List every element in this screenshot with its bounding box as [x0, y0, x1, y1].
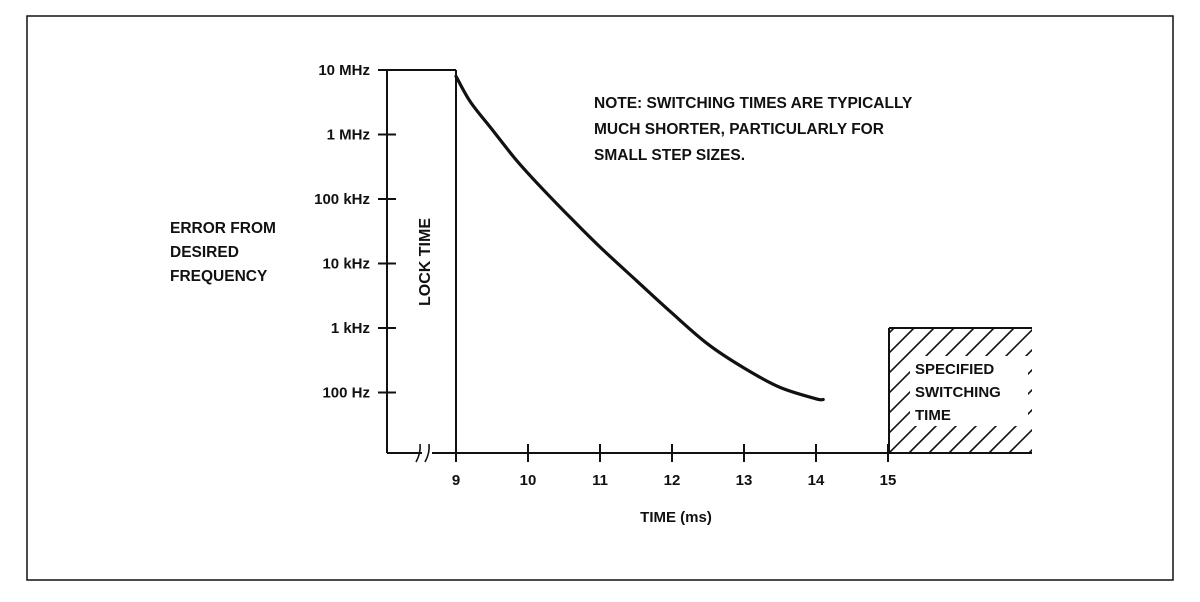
axis-break-mark: [415, 443, 430, 463]
x-axis-label: TIME (ms): [640, 509, 712, 526]
y-axis-label-line-3: FREQUENCY: [170, 268, 268, 285]
hatch-line: [968, 388, 1032, 453]
x-tick-label: 10: [520, 472, 537, 489]
y-tick-label: 10 kHz: [322, 256, 370, 273]
note-line-1: NOTE: SWITCHING TIMES ARE TYPICALLY: [594, 95, 913, 112]
specified-switching-time-region: SPECIFIED SWITCHING TIME: [749, 327, 1032, 453]
spec-label-background: [910, 356, 1028, 426]
x-tick-label: 14: [808, 472, 825, 489]
error-curve: [454, 74, 825, 402]
hatch-line: [889, 328, 915, 355]
hatch-line: [988, 408, 1032, 453]
note-line-2: MUCH SHORTER, PARTICULARLY FOR: [594, 121, 884, 138]
x-tick-label: 15: [880, 472, 897, 489]
y-tick-label: 10 MHz: [318, 62, 370, 79]
x-tick-label: 9: [452, 472, 460, 489]
note-line-3: SMALL STEP SIZES.: [594, 147, 745, 164]
y-tick-label: 100 Hz: [322, 385, 370, 402]
hatch-line: [1008, 428, 1032, 453]
y-tick-label: 1 kHz: [331, 320, 370, 337]
lock-time-label: LOCK TIME: [417, 218, 434, 306]
hatch-line: [889, 328, 955, 395]
x-tick-label: 12: [664, 472, 681, 489]
y-axis-label-line-1: ERROR FROM: [170, 220, 276, 237]
spec-label-line-2: SWITCHING: [915, 384, 1001, 401]
spec-label-line-3: TIME: [915, 407, 951, 424]
hatch-line: [889, 328, 935, 375]
y-axis-label-line-2: DESIRED: [170, 244, 239, 261]
figure-frame: [26, 15, 1174, 581]
spec-label-line-1: SPECIFIED: [915, 361, 994, 378]
x-tick-label: 13: [736, 472, 753, 489]
hatch-line: [1028, 448, 1032, 453]
y-tick-label: 1 MHz: [327, 127, 370, 144]
y-tick-label: 100 kHz: [314, 191, 370, 208]
x-tick-label: 11: [592, 472, 608, 489]
hatch-line: [749, 328, 874, 453]
